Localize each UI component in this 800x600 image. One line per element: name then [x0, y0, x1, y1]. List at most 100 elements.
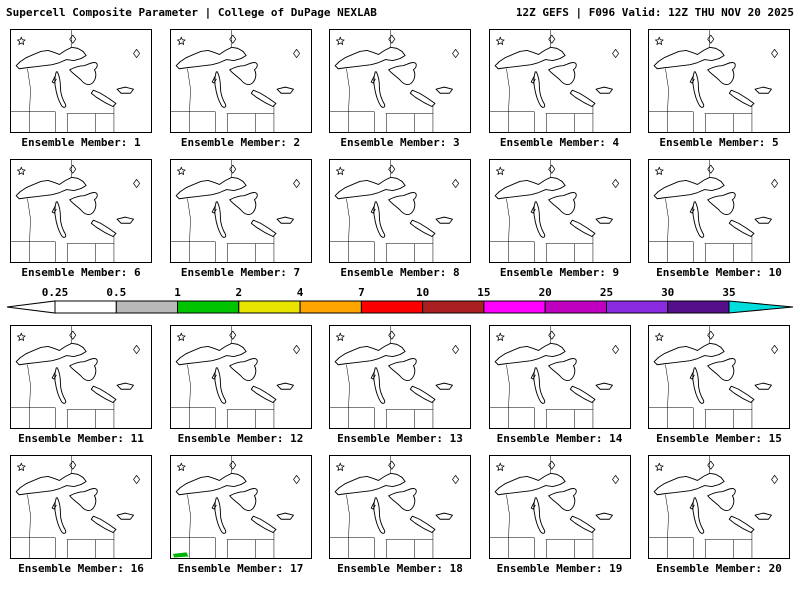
- ensemble-grid-members-1-10: Ensemble Member: 1 Ensemble Member: 2: [0, 29, 800, 279]
- ensemble-panel: Ensemble Member: 14: [485, 325, 635, 445]
- ensemble-member-label: Ensemble Member: 7: [180, 266, 301, 279]
- diamond-marker: [133, 475, 141, 484]
- lake-michigan-outline: [213, 201, 226, 238]
- ensemble-member-label: Ensemble Member: 18: [337, 562, 463, 575]
- star-marker: [336, 166, 345, 175]
- lake-ontario-outline: [754, 216, 772, 224]
- green-bay-outline: [530, 501, 536, 510]
- green-bay-outline: [370, 205, 376, 214]
- lake-ontario-outline: [116, 382, 134, 390]
- lake-erie-outline: [569, 219, 595, 237]
- ensemble-member-label: Ensemble Member: 10: [656, 266, 782, 279]
- diamond-marker: [452, 49, 460, 58]
- lake-huron-outline: [547, 191, 577, 215]
- lake-superior-outline: [175, 46, 247, 70]
- ensemble-panel: Ensemble Member: 8: [325, 159, 475, 279]
- lake-erie-outline: [728, 219, 755, 237]
- lake-michigan-outline: [54, 71, 67, 108]
- star-marker: [495, 462, 505, 471]
- state-borders: [170, 456, 274, 558]
- ensemble-member-label: Ensemble Member: 9: [499, 266, 620, 279]
- colorbar-tick-label: 0.5: [106, 286, 126, 299]
- state-borders: [11, 160, 115, 262]
- great-lakes-map: [648, 159, 790, 263]
- scp-signal-patch: [172, 552, 188, 558]
- green-bay-outline: [211, 75, 217, 84]
- lake-michigan-outline: [373, 497, 386, 534]
- ensemble-panel: Ensemble Member: 16: [6, 455, 156, 575]
- ensemble-member-label: Ensemble Member: 8: [340, 266, 460, 279]
- state-borders: [330, 160, 434, 262]
- ensemble-member-label: Ensemble Member: 13: [337, 432, 463, 445]
- state-borders: [489, 456, 593, 558]
- lake-huron-outline: [69, 487, 98, 511]
- colorbar-segment: [360, 300, 424, 314]
- state-borders: [489, 160, 593, 262]
- lake-erie-outline: [250, 219, 276, 237]
- star-marker: [495, 36, 505, 45]
- ensemble-member-label: Ensemble Member: 14: [496, 432, 623, 445]
- state-borders: [170, 326, 274, 428]
- great-lakes-map: [329, 455, 471, 559]
- lake-superior-outline: [653, 342, 725, 366]
- diamond-marker: [228, 460, 236, 470]
- colorbar-tick-label: 1: [174, 286, 181, 299]
- lake-superior-outline: [175, 342, 247, 366]
- diamond-marker: [388, 164, 396, 174]
- colorbar-tick-label: 10: [416, 286, 429, 299]
- lake-erie-outline: [409, 89, 436, 107]
- great-lakes-map: [329, 325, 471, 429]
- lake-huron-outline: [388, 61, 417, 85]
- lake-superior-outline: [334, 342, 406, 366]
- state-borders: [170, 30, 274, 132]
- lake-erie-outline: [250, 515, 276, 533]
- ensemble-panel: Ensemble Member: 9: [485, 159, 635, 279]
- ensemble-row: Ensemble Member: 11 Ensemble Member: 12: [0, 325, 800, 445]
- ensemble-member-label: Ensemble Member: 16: [18, 562, 144, 575]
- state-borders: [489, 30, 593, 132]
- great-lakes-map: [10, 325, 152, 429]
- star-marker: [336, 332, 345, 341]
- great-lakes-map: [10, 159, 152, 263]
- state-borders: [649, 160, 753, 262]
- lake-superior-outline: [494, 176, 566, 200]
- great-lakes-map: [488, 325, 631, 429]
- ensemble-row: Ensemble Member: 1 Ensemble Member: 2: [0, 29, 800, 149]
- ensemble-member-label: Ensemble Member: 4: [499, 136, 620, 149]
- diamond-marker: [133, 179, 141, 188]
- diamond-marker: [611, 475, 619, 484]
- lake-huron-outline: [388, 191, 417, 215]
- lake-ontario-outline: [595, 512, 613, 520]
- colorbar-segment: [606, 300, 669, 314]
- lake-michigan-outline: [532, 71, 545, 108]
- lake-erie-outline: [90, 89, 117, 107]
- ensemble-panel: Ensemble Member: 15: [644, 325, 794, 445]
- green-bay-outline: [689, 75, 695, 84]
- lake-huron-outline: [69, 61, 98, 85]
- ensemble-panel: Ensemble Member: 5: [644, 29, 794, 149]
- diamond-marker: [707, 460, 715, 470]
- great-lakes-map: [169, 159, 312, 263]
- diamond-marker: [452, 345, 460, 354]
- ensemble-member-label: Ensemble Member: 1: [21, 136, 141, 149]
- diamond-marker: [69, 34, 77, 44]
- lake-michigan-outline: [532, 367, 545, 404]
- great-lakes-map: [169, 455, 312, 559]
- colorbar-scale: 0.25 0.5 1 2 4 7 10 15 20 25 30 35: [6, 286, 794, 314]
- green-bay-outline: [530, 371, 536, 380]
- colorbar-segment: [54, 300, 117, 314]
- lake-michigan-outline: [692, 497, 705, 534]
- diamond-marker: [707, 164, 715, 174]
- state-borders: [330, 456, 434, 558]
- lake-superior-outline: [334, 46, 406, 70]
- lake-huron-outline: [707, 357, 736, 381]
- diamond-marker: [771, 179, 779, 188]
- ensemble-member-label: Ensemble Member: 12: [177, 432, 304, 445]
- lake-erie-outline: [250, 385, 276, 403]
- colorbar-tick-label: 4: [297, 286, 304, 299]
- lake-erie-outline: [90, 515, 117, 533]
- lake-ontario-outline: [595, 216, 613, 224]
- star-marker: [17, 332, 26, 341]
- ensemble-row: Ensemble Member: 16 Ensemble Member: 17: [0, 455, 800, 575]
- lake-ontario-outline: [754, 512, 772, 520]
